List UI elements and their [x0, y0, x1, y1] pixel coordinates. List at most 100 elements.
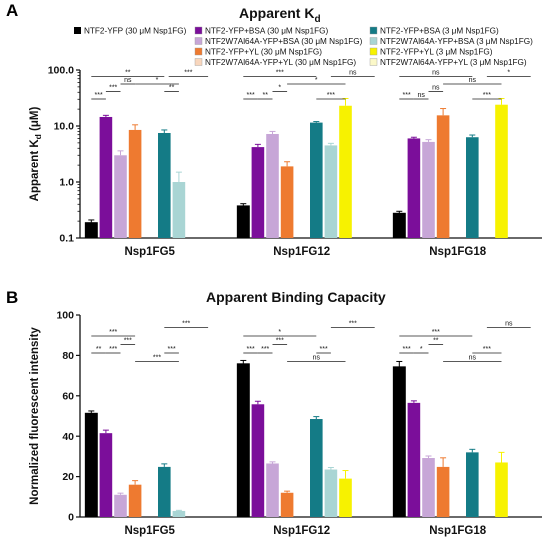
- legend-swatch: [74, 27, 81, 34]
- panel-b-significance-label: ***: [168, 346, 176, 353]
- panel-a-bar: [266, 133, 279, 238]
- panel-a-significance-label: *: [315, 77, 318, 84]
- panel-a-y-axis-label-subscript: d: [33, 134, 43, 139]
- legend-swatch: [194, 37, 203, 45]
- legend-label: NTF2W7Al64A-YFP+BSA (30 μM Nsp1FG): [205, 37, 363, 46]
- legend-swatch: [369, 58, 378, 66]
- legend-label: NTF2W7Al64A-YFP+YL (3 μM Nsp1FG): [380, 58, 527, 67]
- panel-a-bar: [466, 137, 479, 238]
- panel-b-bar: [158, 466, 171, 517]
- legend-label: NTF2-YFP+YL (30 μM Nsp1FG): [205, 48, 322, 57]
- panel-a-bar: [310, 122, 323, 238]
- legend-label: NTF2-YFP+BSA (3 μM Nsp1FG): [380, 27, 499, 36]
- panel-b-bar: [251, 404, 265, 517]
- panel-a-significance-label: ***: [327, 92, 335, 99]
- panel-b-y-tick-label: 60: [62, 390, 74, 402]
- legend-label: NTF2W7Al64A-YFP+BSA (3 μM Nsp1FG): [380, 37, 533, 46]
- panel-a-bar: [84, 222, 98, 239]
- panel-a-significance-label: ns: [432, 85, 440, 92]
- panel-b-significance-label: ***: [320, 346, 328, 353]
- panel-a-y-axis-label-unit: (μM): [29, 107, 41, 135]
- panel-a-significance-label: **: [169, 85, 175, 92]
- panel-a-significance-label: *: [507, 70, 510, 77]
- legend-swatch: [194, 26, 203, 35]
- panel-b-bar: [266, 463, 279, 517]
- panel-b-significance-label: ***: [276, 338, 284, 345]
- panel-a-category-label: Nsp1FG5: [124, 246, 175, 258]
- panel-a-category-label: Nsp1FG12: [273, 246, 330, 258]
- panel-b-significance-label: **: [96, 346, 102, 353]
- legend-swatch: [369, 26, 378, 35]
- panel-b-significance-label: ***: [349, 321, 357, 328]
- panel-a-significance-label: ***: [95, 92, 103, 99]
- legend-swatch: [369, 37, 378, 45]
- panel-b-significance-label: ***: [432, 329, 440, 336]
- panel-a-significance-label: ***: [483, 92, 491, 99]
- panel-a-significance-label: ***: [247, 92, 255, 99]
- panel-b-category-label: Nsp1FG5: [124, 525, 175, 537]
- panel-a-bar: [436, 115, 450, 238]
- panel-a-significance-label: ***: [109, 85, 117, 92]
- panel-b-category-label: Nsp1FG18: [429, 525, 486, 537]
- panel-b-bar: [84, 412, 98, 518]
- panel-b-bar: [128, 484, 142, 517]
- panel-b-y-axis-label: Normalized fluorescent intensity: [29, 327, 41, 505]
- panel-b-bar: [99, 433, 113, 517]
- panel-b-label: B: [6, 288, 18, 307]
- panel-b-significance-label: ***: [247, 346, 255, 353]
- panel-a-significance-label: **: [125, 70, 131, 77]
- panel-b-significance-label: *: [420, 346, 423, 353]
- panel-a-y-tick-label: 100.0: [48, 65, 74, 77]
- panel-b-bar: [392, 366, 406, 518]
- panel-b-bar: [422, 458, 435, 517]
- panel-b-bar: [172, 510, 186, 517]
- panel-a-bar: [128, 129, 142, 238]
- panel-b-significance-label: ***: [109, 329, 117, 336]
- panel-b-bar: [310, 419, 323, 517]
- legend-swatch: [194, 47, 203, 56]
- panel-a-y-axis-label: Apparent Kd (μM): [29, 107, 43, 202]
- panel-b-bar: [466, 452, 479, 517]
- panel-b-y-tick-label: 40: [62, 431, 74, 443]
- panel-b-bar: [436, 466, 450, 517]
- panel-b-bar: [407, 402, 421, 517]
- panel-a-significance-label: ***: [403, 92, 411, 99]
- panel-b-significance-label: ***: [403, 346, 411, 353]
- panel-a-significance-label: **: [262, 92, 268, 99]
- legend: NTF2-YFP (30 μM Nsp1FG) NTF2-YFP+BSA (30 …: [74, 26, 533, 67]
- panel-a-bar: [339, 105, 352, 238]
- panel-a-significance-label: *: [156, 77, 159, 84]
- panel-a-significance-label: ***: [184, 70, 192, 77]
- panel-b-significance-label: ***: [109, 346, 117, 353]
- panel-a-significance-label: ***: [276, 70, 284, 77]
- panel-a-significance-label: ns: [432, 70, 440, 77]
- panel-a-significance-label: ns: [469, 77, 477, 84]
- panel-b-bar: [114, 494, 127, 517]
- panel-a-bar: [99, 116, 113, 238]
- legend-swatch: [369, 47, 378, 56]
- panel-b-significance-label: ***: [182, 321, 190, 328]
- panel-b-significance-label: ***: [261, 346, 269, 353]
- panel-a-title-main: Apparent K: [239, 5, 314, 21]
- legend-label: NTF2-YFP+BSA (30 μM Nsp1FG): [205, 27, 329, 36]
- panel-b-y-tick-label: 80: [62, 350, 74, 362]
- panel-b-bar: [324, 469, 338, 517]
- panel-a-label: A: [6, 1, 18, 20]
- panel-b-significance-label: *: [278, 329, 281, 336]
- panel-a-bar: [407, 138, 421, 238]
- panel-b-y-tick-label: 20: [62, 471, 74, 483]
- panel-a-bar: [495, 104, 508, 239]
- panel-a-bar: [158, 132, 171, 238]
- panel-a-y-tick-label: 1.0: [59, 177, 74, 189]
- panel-a-y-tick-label: 0.1: [59, 233, 74, 245]
- legend-label: NTF2W7Al64A-YFP+YL (30 μM Nsp1FG): [205, 58, 356, 67]
- legend-swatch: [194, 58, 203, 66]
- panel-b-bar: [495, 462, 508, 517]
- panel-b-category-label: Nsp1FG12: [273, 525, 330, 537]
- panel-b-significance-label: ***: [124, 338, 132, 345]
- panel-b-bar: [339, 478, 352, 517]
- panel-a-bar: [280, 166, 294, 238]
- panel-a-bar: [236, 205, 250, 239]
- panel-b-significance-label: ***: [153, 355, 161, 362]
